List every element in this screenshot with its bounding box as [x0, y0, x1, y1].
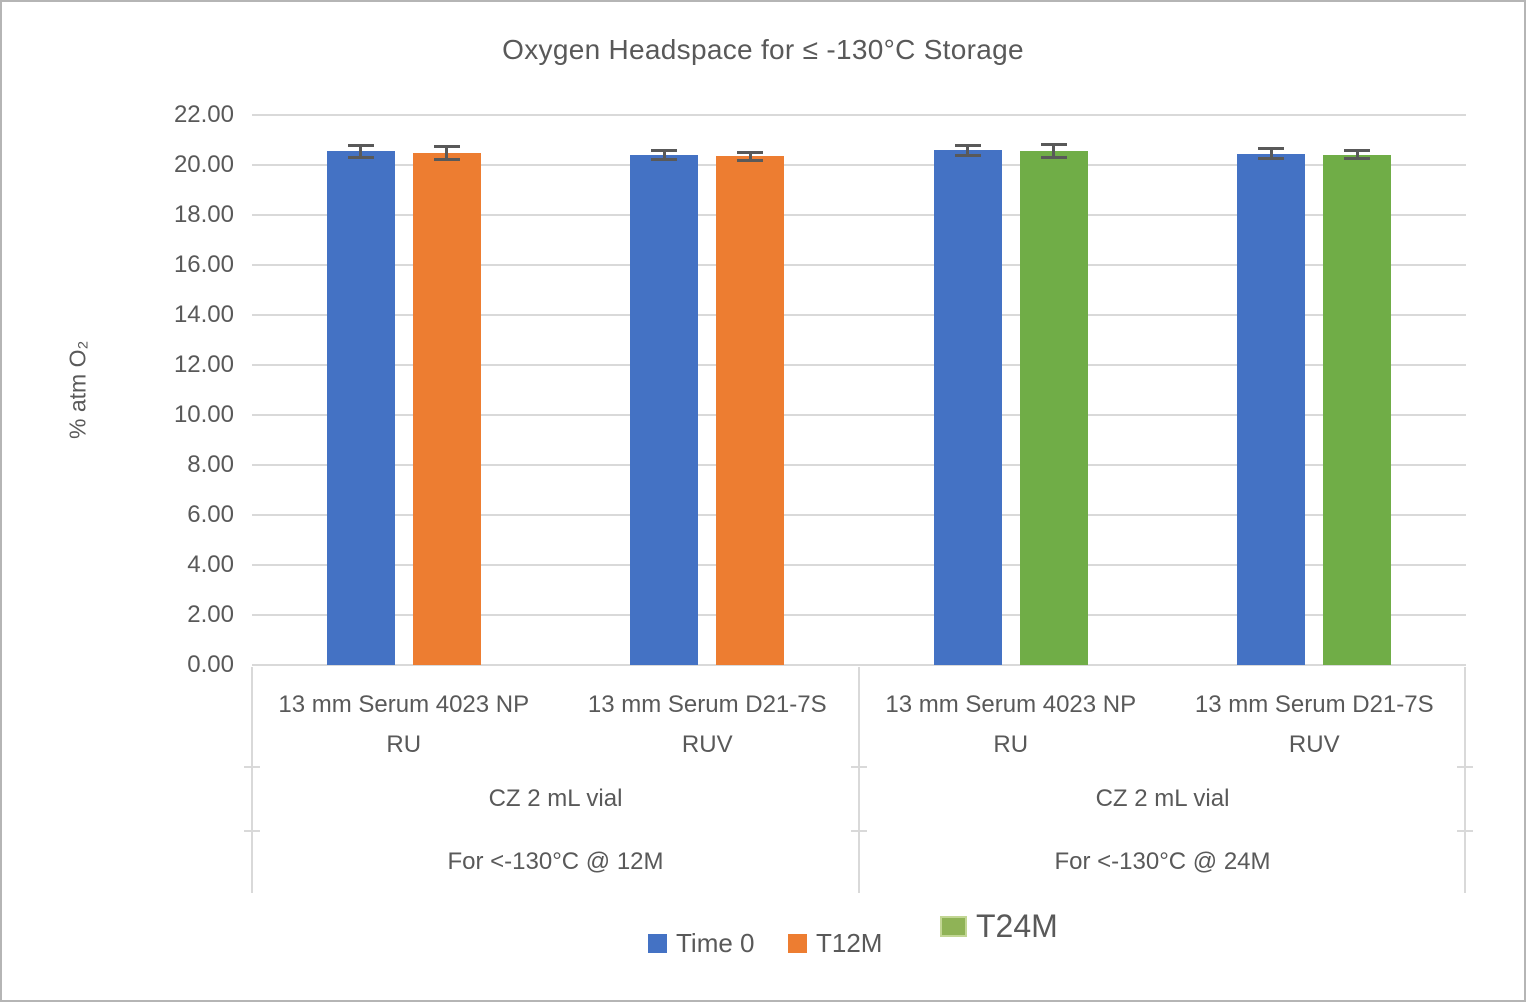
y-tick-label: 10.00	[173, 401, 234, 428]
category-axis-level-3: For <-130°C @ 12M For <-130°C @ 24M	[252, 831, 1466, 893]
gridline	[252, 614, 1466, 616]
category-label: 13 mm Serum 4023 NP RU	[885, 691, 1137, 758]
gridline	[252, 564, 1466, 566]
bar-t12m	[716, 156, 785, 665]
y-tick-label: 6.00	[187, 501, 234, 528]
category-axis-level-2: CZ 2 mL vial CZ 2 mL vial	[252, 767, 1466, 831]
category-label: 13 mm Serum D21-7S RUV	[1194, 691, 1434, 758]
legend-swatch	[648, 934, 667, 953]
category-row-tick	[851, 830, 867, 832]
group-condition-label: For <-130°C @ 24M	[1054, 848, 1271, 875]
category-label: 13 mm Serum D21-7S RUV	[587, 691, 827, 758]
category-divider	[251, 667, 253, 893]
legend-swatch	[788, 934, 807, 953]
legend-item-t24m: T24M	[940, 908, 1058, 945]
group-vial-label: CZ 2 mL vial	[488, 785, 623, 812]
category-label: 13 mm Serum 4023 NP RU	[278, 691, 530, 758]
legend-item-time-0: Time 0	[648, 928, 755, 959]
y-axis-title: % atm O₂	[64, 340, 91, 440]
bar-t24m	[1323, 154, 1392, 665]
y-tick-label: 12.00	[173, 351, 234, 378]
category-row-tick	[244, 830, 260, 832]
gridline	[252, 514, 1466, 516]
gridline	[252, 214, 1466, 216]
gridline	[252, 464, 1466, 466]
y-axis-ticks: 0.00 2.00 4.00 6.00 8.00 10.00 12.00 14.00 16.00…	[120, 101, 234, 678]
y-tick-label: 8.00	[187, 451, 234, 478]
bar-t24m	[1019, 151, 1088, 665]
bar-time-0	[1237, 153, 1306, 665]
gridline	[252, 314, 1466, 316]
gridline	[252, 664, 1466, 666]
legend-item-t12m: T12M	[788, 928, 882, 959]
bar-time-0	[933, 150, 1002, 665]
category-row-tick	[1457, 766, 1473, 768]
category-divider	[1464, 667, 1466, 893]
y-tick-label: 16.00	[173, 251, 234, 278]
legend-label: Time 0	[676, 928, 755, 958]
category-row-tick	[1457, 830, 1473, 832]
bar-t12m	[412, 152, 481, 665]
y-tick-label: 0.00	[187, 651, 234, 678]
chart-title: Oxygen Headspace for ≤ -130°C Storage	[502, 34, 1024, 65]
gridline	[252, 114, 1466, 116]
group-vial-label: CZ 2 mL vial	[1095, 785, 1230, 812]
category-axis-level-1: 13 mm Serum 4023 NP RU 13 mm Serum D21-7S…	[252, 667, 1466, 767]
gridline	[252, 164, 1466, 166]
category-divider	[858, 667, 860, 893]
y-tick-label: 18.00	[173, 201, 234, 228]
gridline	[252, 264, 1466, 266]
bar-time-0	[630, 155, 699, 665]
legend-label: T12M	[816, 928, 883, 958]
y-tick-label: 22.00	[173, 101, 234, 128]
gridline	[252, 364, 1466, 366]
y-tick-label: 2.00	[187, 601, 234, 628]
legend-swatch	[940, 916, 967, 937]
gridline	[252, 414, 1466, 416]
bar-time-0	[326, 151, 395, 665]
legend-label: T24M	[976, 908, 1058, 944]
category-row-tick	[244, 766, 260, 768]
category-axis: 13 mm Serum 4023 NP RU 13 mm Serum D21-7S…	[244, 667, 1473, 893]
group-condition-label: For <-130°C @ 12M	[447, 848, 664, 875]
y-tick-label: 20.00	[173, 151, 234, 178]
y-tick-label: 4.00	[187, 551, 234, 578]
y-tick-label: 14.00	[173, 301, 234, 328]
plot-area	[252, 114, 1466, 666]
category-row-tick	[851, 766, 867, 768]
